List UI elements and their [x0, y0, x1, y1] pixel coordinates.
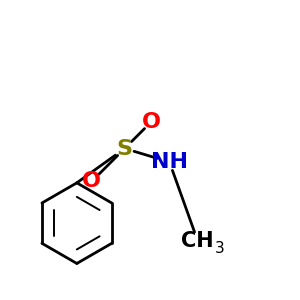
Text: O: O: [142, 112, 161, 132]
Text: NH: NH: [151, 152, 188, 172]
Text: 3: 3: [214, 241, 224, 256]
Text: S: S: [117, 139, 133, 158]
Text: O: O: [82, 171, 101, 191]
Text: CH: CH: [182, 231, 214, 251]
